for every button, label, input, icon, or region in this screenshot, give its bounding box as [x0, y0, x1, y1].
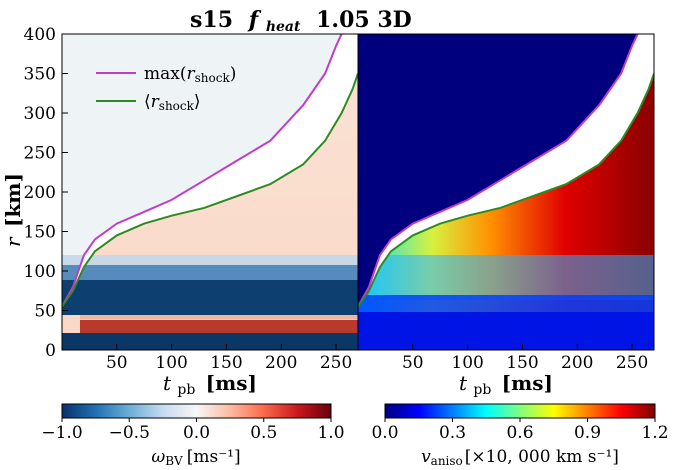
x-tick-label: 50	[106, 353, 128, 373]
x-tick-label: 250	[320, 353, 352, 373]
x-tick-label: 200	[561, 353, 593, 373]
colorbar-tick-label: 0.9	[574, 423, 601, 443]
y-tick-label: 50	[34, 302, 56, 322]
colorbar-tick-label: 1.0	[317, 423, 344, 443]
left-max-shock-line	[62, 34, 343, 308]
left-x-ticks: 50 100 150 200 250	[106, 344, 352, 373]
y-tick-label: 400	[24, 25, 56, 45]
right-heatmap	[358, 34, 654, 350]
colorbar-tick-label: −1.0	[41, 423, 82, 443]
title-value: 1.05 3D	[316, 7, 412, 33]
colorbar-tick-label: 0.3	[439, 423, 466, 443]
legend: max(rshock) ⟨rshock⟩	[96, 64, 236, 113]
colorbar-tick-label: 1.2	[641, 423, 668, 443]
left-y-ticks: 0 50 100 150 200 250 300 350 400	[24, 25, 68, 361]
right-x-axis-label: t pb [ms]	[459, 371, 553, 399]
colorbar-tick-label: −0.5	[109, 423, 150, 443]
legend-label-max-shock: max(rshock)	[144, 64, 236, 85]
x-tick-label: 150	[210, 353, 242, 373]
colorbar-v-aniso	[384, 403, 656, 419]
colorbar-tick-label: 0.0	[371, 423, 398, 443]
y-tick-label: 100	[24, 262, 56, 282]
left-unshocked-region	[62, 34, 358, 307]
right-frame	[357, 33, 655, 351]
y-axis-symbol: r	[1, 236, 25, 247]
x-tick-label: 100	[155, 353, 187, 373]
x-tick-label: 50	[402, 353, 424, 373]
right-max-shock-line	[358, 34, 639, 308]
y-tick-label: 350	[24, 65, 56, 85]
left-mean-shock-line	[62, 73, 358, 308]
x-tick-label: 100	[451, 353, 483, 373]
legend-label-mean-shock: ⟨rshock⟩	[144, 92, 201, 113]
colorbar-tick-label: 0.5	[250, 423, 277, 443]
colorbar-omega-bv-label: ωBV [ms⁻¹]	[151, 447, 240, 468]
colorbar-tick-label: 0.0	[183, 423, 210, 443]
colorbar-omega-bv-ticks: −1.0 −0.5 0.0 0.5 1.0	[41, 418, 345, 443]
y-tick-label: 0	[45, 341, 56, 361]
y-tick-label: 200	[24, 183, 56, 203]
colorbar-tick-label: 0.6	[506, 423, 533, 443]
right-x-ticks: 50 100 150 200 250	[402, 344, 648, 373]
left-heatmap	[62, 34, 358, 350]
y-tick-label: 150	[24, 223, 56, 243]
title-symbol-sub: heat	[266, 19, 301, 35]
colorbar-v-aniso-label: vaniso [×10, 000 km s⁻¹]	[421, 447, 619, 468]
y-axis-unit: [km]	[1, 173, 25, 227]
x-tick-label: 150	[506, 353, 538, 373]
left-x-axis-label: t pb [ms]	[163, 371, 257, 399]
right-mean-shock-line	[358, 73, 654, 308]
x-tick-label: 200	[265, 353, 297, 373]
x-tick-label: 250	[616, 353, 648, 373]
left-y-axis-label: r [km]	[1, 173, 25, 247]
title-model: s15	[190, 7, 233, 33]
colorbar-omega-bv	[61, 403, 332, 419]
y-tick-label: 250	[24, 144, 56, 164]
colorbar-v-aniso-ticks: 0.0 0.3 0.6 0.9 1.2	[371, 418, 669, 443]
right-unshocked-region	[358, 34, 654, 307]
y-tick-label: 300	[24, 104, 56, 124]
figure-title: s15 f heat 1.05 3D	[190, 7, 412, 37]
title-symbol: f	[247, 7, 262, 33]
